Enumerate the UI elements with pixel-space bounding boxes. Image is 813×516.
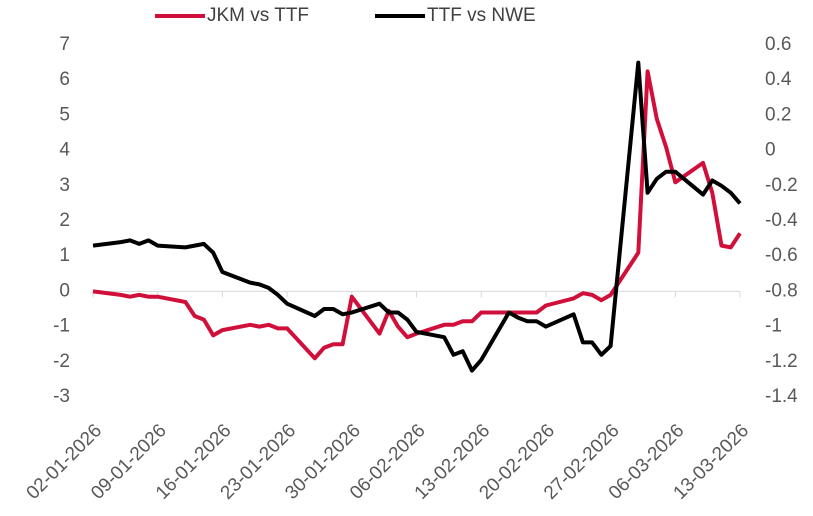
y2-tick-label: -0.2 [765, 175, 798, 196]
y2-tick-label: 0.6 [765, 34, 791, 55]
y-tick-label: 4 [59, 140, 70, 161]
legend-label: TTF vs NWE [427, 5, 536, 26]
y2-tick-label: -0.6 [765, 245, 798, 266]
y2-tick-label: 0.2 [765, 104, 791, 125]
series-line [92, 60, 742, 373]
y-tick-label: 2 [59, 210, 70, 231]
y-tick-label: 1 [59, 245, 70, 266]
y-tick-label: 5 [59, 104, 70, 125]
y-tick-label: -3 [53, 386, 70, 407]
y2-tick-label: -1.2 [765, 351, 798, 372]
y2-tick-label: 0 [765, 140, 776, 161]
y2-tick-label: 0.4 [765, 69, 792, 90]
legend-label: JKM vs TTF [207, 5, 309, 26]
y-tick-label: 6 [59, 69, 70, 90]
y-tick-label: 3 [59, 175, 70, 196]
y-tick-label: -1 [53, 316, 70, 337]
y-tick-label: 7 [59, 34, 70, 55]
y2-tick-label: -0.8 [765, 280, 798, 301]
legend: JKM vs TTF TTF vs NWE [155, 5, 536, 26]
y-tick-label: 0 [59, 280, 70, 301]
y2-tick-label: -1.4 [765, 386, 798, 407]
y-tick-label: -2 [53, 351, 70, 372]
y2-tick-label: -0.4 [765, 210, 798, 231]
y2-tick-label: -1 [765, 316, 782, 337]
